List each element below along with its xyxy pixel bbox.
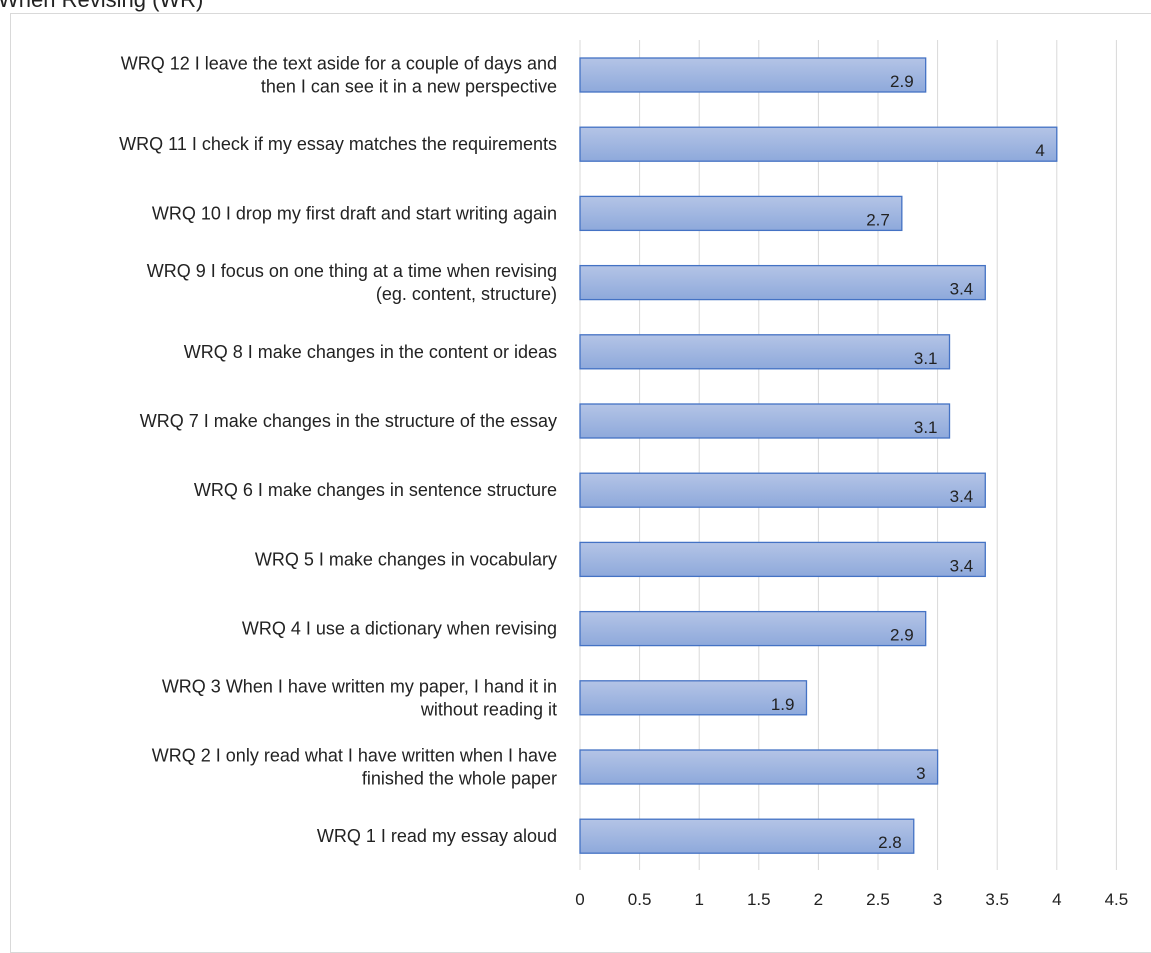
bar-chart: 2.8 3 1.9 2.9 3.4 3.4 3.1 3.1 3.4 2.7 4 2.9 WRQ 1 I… bbox=[119, 40, 1128, 909]
category-label: WRQ 6 I make changes in sentence structu… bbox=[194, 480, 557, 500]
x-tick-label: 3 bbox=[933, 890, 942, 909]
x-tick-label: 4 bbox=[1052, 890, 1061, 909]
data-label: 3.4 bbox=[950, 487, 974, 506]
bar bbox=[579, 195, 903, 232]
data-label: 1.9 bbox=[771, 695, 795, 714]
category-label: (eg. content, structure) bbox=[376, 284, 557, 304]
chart-title: When Revising (WR) bbox=[0, 0, 203, 13]
data-label: 2.8 bbox=[878, 833, 902, 852]
category-label: then I can see it in a new perspective bbox=[261, 77, 557, 97]
data-label: 2.7 bbox=[866, 210, 890, 229]
bar bbox=[579, 610, 927, 647]
category-label: WRQ 4 I use a dictionary when revising bbox=[242, 619, 557, 639]
category-label: without reading it bbox=[420, 699, 557, 719]
bar bbox=[579, 749, 939, 785]
x-tick-label: 1 bbox=[694, 890, 703, 909]
data-label: 2.9 bbox=[890, 626, 914, 645]
category-labels: WRQ 1 I read my essay aloud WRQ 2 I only … bbox=[119, 54, 557, 847]
bar bbox=[579, 57, 927, 93]
category-label: finished the whole paper bbox=[362, 769, 557, 789]
bar bbox=[579, 264, 986, 301]
category-label: WRQ 7 I make changes in the structure of… bbox=[140, 411, 557, 431]
data-label: 3.4 bbox=[950, 280, 974, 299]
x-tick-label: 4.5 bbox=[1105, 890, 1129, 909]
data-label: 4 bbox=[1035, 141, 1044, 160]
x-tick-label: 0.5 bbox=[628, 890, 652, 909]
data-label: 3 bbox=[916, 764, 925, 783]
category-label: WRQ 5 I make changes in vocabulary bbox=[255, 549, 557, 569]
gridlines bbox=[579, 40, 1117, 870]
bar bbox=[579, 472, 986, 508]
x-tick-label: 2 bbox=[814, 890, 823, 909]
x-tick-label: 0 bbox=[575, 890, 584, 909]
data-label: 3.1 bbox=[914, 418, 938, 437]
bar bbox=[579, 126, 1058, 162]
category-label: WRQ 9 I focus on one thing at a time whe… bbox=[147, 261, 557, 281]
category-label: WRQ 8 I make changes in the content or i… bbox=[184, 342, 557, 362]
category-label: WRQ 1 I read my essay aloud bbox=[317, 826, 557, 846]
category-label: WRQ 12 I leave the text aside for a coup… bbox=[121, 54, 557, 74]
data-label: 3.4 bbox=[950, 556, 974, 575]
x-tick-label: 3.5 bbox=[985, 890, 1009, 909]
bar bbox=[579, 680, 808, 716]
bar bbox=[579, 403, 951, 439]
bars: 2.8 3 1.9 2.9 3.4 3.4 3.1 3.1 3.4 2.7 4 2.9 bbox=[579, 57, 1058, 854]
category-label: WRQ 2 I only read what I have written wh… bbox=[152, 746, 557, 766]
data-label: 3.1 bbox=[914, 349, 938, 368]
data-label: 2.9 bbox=[890, 72, 914, 91]
x-axis-ticks: 0 0.5 1 1.5 2 2.5 3 3.5 4 4.5 bbox=[575, 890, 1128, 909]
x-tick-label: 2.5 bbox=[866, 890, 890, 909]
category-label: WRQ 3 When I have written my paper, I ha… bbox=[162, 676, 557, 696]
bar bbox=[579, 334, 951, 370]
bar bbox=[579, 818, 915, 854]
category-label: WRQ 10 I drop my first draft and start w… bbox=[152, 203, 557, 223]
x-tick-label: 1.5 bbox=[747, 890, 771, 909]
bar bbox=[579, 541, 986, 578]
category-label: WRQ 11 I check if my essay matches the r… bbox=[119, 134, 557, 154]
